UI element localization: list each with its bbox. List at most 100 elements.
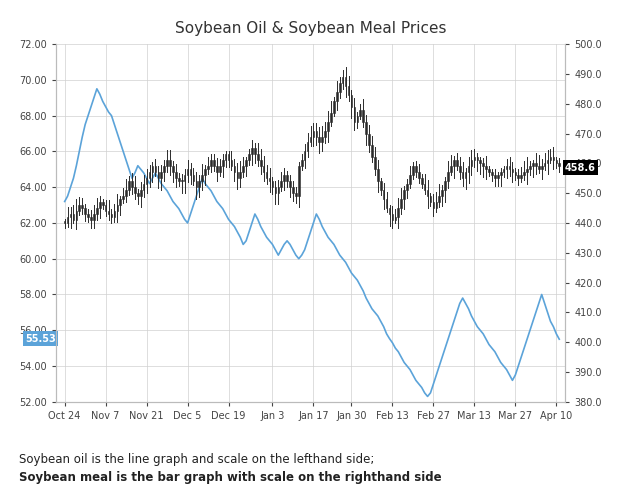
Bar [453, 160, 455, 166]
Bar [415, 166, 417, 172]
Bar [114, 211, 116, 217]
Bar [301, 160, 302, 166]
Bar [295, 193, 297, 196]
Bar [348, 86, 350, 95]
Bar [556, 160, 557, 163]
Bar [254, 148, 256, 154]
Bar [312, 130, 314, 137]
Bar [374, 157, 376, 169]
Bar [189, 169, 191, 175]
Bar [377, 169, 379, 181]
Bar [401, 199, 402, 208]
Bar [96, 208, 97, 214]
Bar [459, 166, 461, 172]
Bar [233, 166, 235, 172]
Bar [251, 148, 253, 154]
Bar [505, 166, 507, 169]
Bar [222, 160, 224, 166]
Bar [327, 122, 329, 130]
Bar [184, 175, 186, 181]
Bar [304, 151, 306, 160]
Bar [196, 181, 197, 187]
Bar [119, 199, 121, 205]
Bar [310, 137, 311, 143]
Bar [181, 180, 183, 181]
Bar [485, 166, 487, 169]
Bar [509, 166, 510, 169]
Bar [166, 160, 168, 166]
Bar [237, 172, 238, 178]
Bar [368, 133, 370, 146]
Bar [553, 157, 554, 160]
Bar [108, 211, 109, 214]
Bar [152, 166, 153, 172]
Bar [550, 157, 551, 160]
Bar [558, 163, 560, 166]
Bar [289, 181, 291, 187]
Bar [160, 172, 162, 178]
Bar [421, 178, 422, 184]
Bar [257, 154, 258, 160]
Bar [409, 175, 411, 184]
Bar [122, 196, 124, 199]
Bar [546, 160, 548, 163]
Bar [178, 178, 179, 181]
Bar [140, 190, 142, 196]
Bar [503, 169, 504, 172]
Bar [278, 187, 279, 193]
Bar [248, 154, 250, 160]
Bar [143, 184, 145, 190]
Bar [494, 175, 496, 178]
Bar [360, 110, 361, 116]
Bar [158, 172, 159, 178]
Bar [474, 157, 475, 160]
Bar [345, 77, 347, 86]
Bar [193, 175, 194, 181]
Bar [450, 166, 452, 172]
Bar [125, 190, 127, 196]
Bar [430, 196, 432, 202]
Bar [245, 160, 247, 166]
Bar [76, 211, 77, 220]
Bar [383, 190, 384, 199]
Bar [199, 181, 200, 187]
Bar [365, 122, 367, 133]
Bar [129, 181, 130, 190]
Bar [134, 187, 136, 193]
Bar [322, 137, 323, 143]
Bar [342, 77, 343, 83]
Bar [84, 208, 86, 214]
Bar [435, 202, 437, 208]
Title: Soybean Oil & Soybean Meal Prices: Soybean Oil & Soybean Meal Prices [175, 21, 446, 36]
Bar [535, 163, 537, 166]
Bar [380, 181, 381, 190]
Bar [149, 172, 150, 178]
Bar [476, 157, 478, 160]
Bar [172, 166, 174, 172]
Bar [111, 214, 112, 217]
Bar [500, 172, 502, 175]
Bar [404, 190, 405, 199]
Bar [465, 172, 466, 178]
Bar [515, 172, 516, 175]
Bar [333, 101, 335, 113]
Bar [324, 130, 326, 137]
Bar [442, 190, 443, 196]
Bar [242, 166, 244, 172]
Bar [462, 172, 463, 178]
Bar [538, 166, 540, 169]
Bar [336, 92, 338, 101]
Bar [207, 166, 209, 169]
Bar [175, 172, 177, 178]
Bar [529, 166, 531, 169]
Bar [491, 172, 492, 175]
Bar [406, 184, 408, 190]
Bar [541, 166, 543, 169]
Bar [102, 202, 104, 205]
Bar [427, 190, 428, 196]
Text: 55.53: 55.53 [25, 334, 56, 343]
Bar [260, 160, 261, 166]
Bar [269, 178, 270, 181]
Bar [216, 166, 217, 172]
Bar [219, 166, 220, 172]
